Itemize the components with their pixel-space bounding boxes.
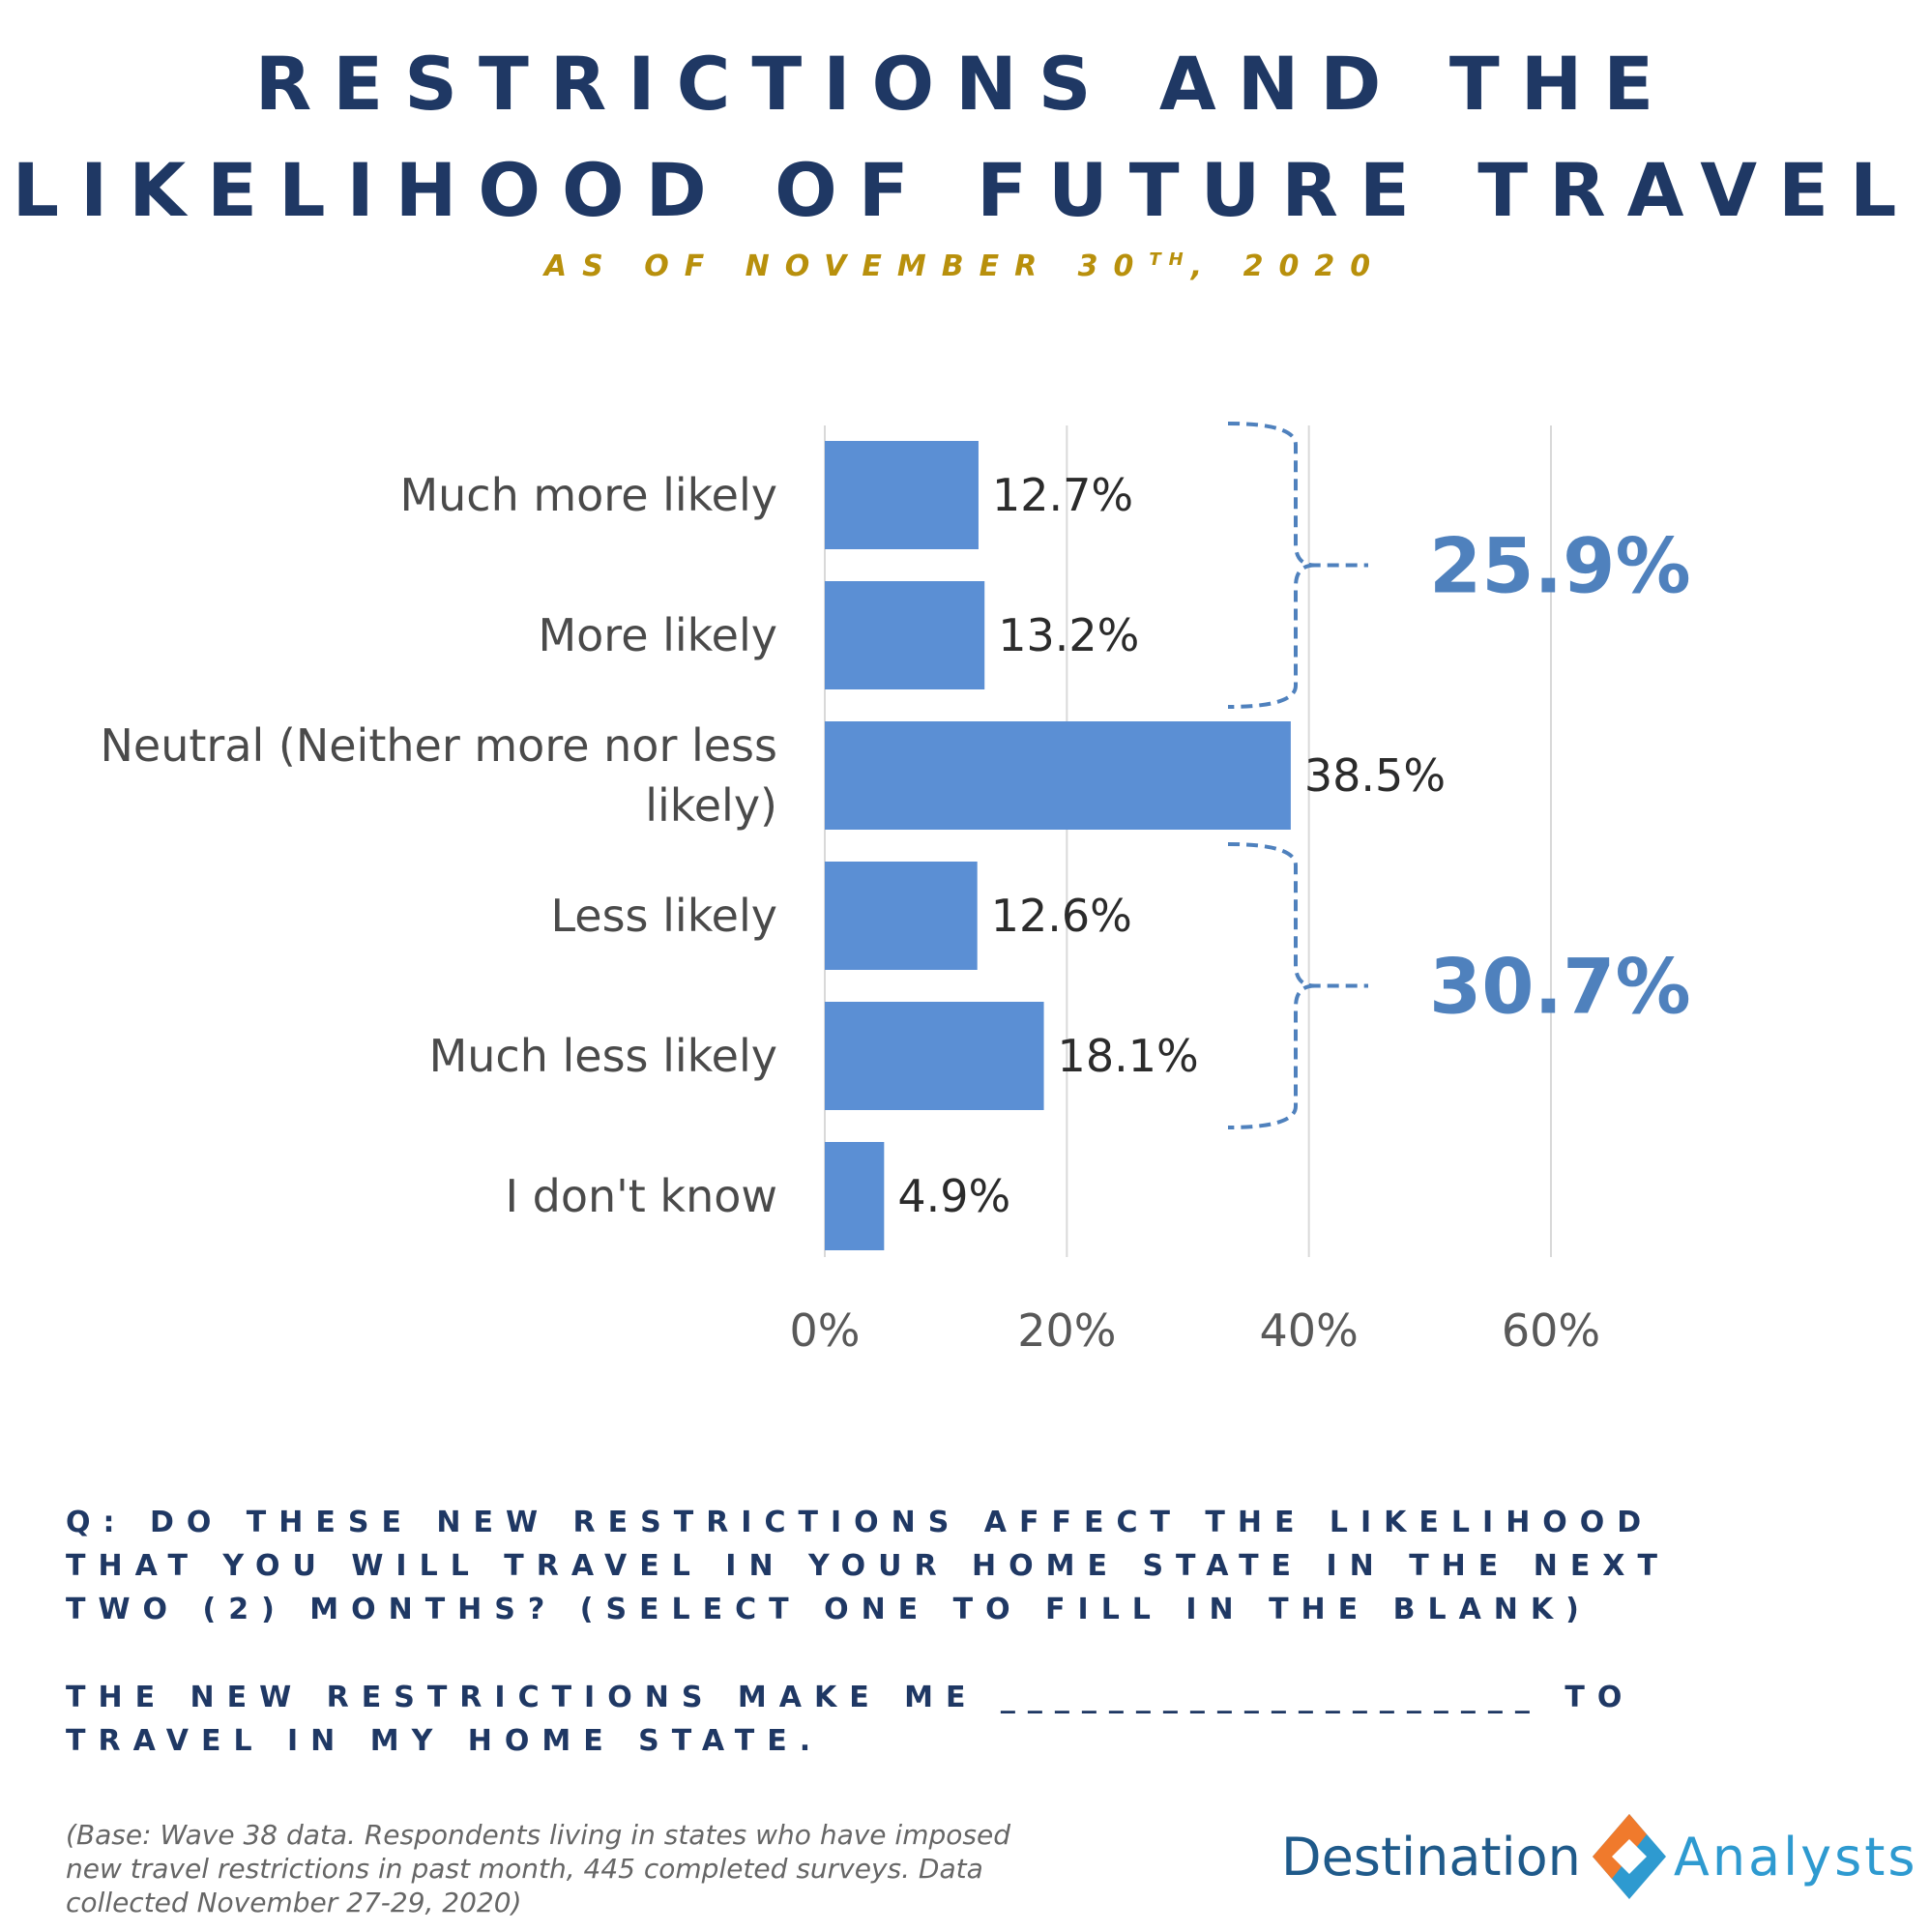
subtitle-sup: TH — [1149, 249, 1191, 270]
category-label: Much less likely — [429, 1030, 777, 1082]
category-label-line: Neutral (Neither more nor less — [101, 719, 778, 772]
category-label: Neutral (Neither more nor less likely) — [101, 719, 778, 832]
category-label: Much more likely — [399, 469, 777, 521]
bars — [825, 441, 1291, 1250]
value-label: 18.1% — [1058, 1030, 1199, 1082]
group-total-label: 30.7% — [1429, 945, 1691, 1032]
logo-word-destination: Destination — [1281, 1826, 1581, 1888]
logo-word-analysts: Analysts — [1673, 1826, 1918, 1888]
x-tick-label: 60% — [1502, 1304, 1600, 1357]
category-label-line: Much less likely — [429, 1030, 777, 1082]
survey-statement: THE NEW RESTRICTIONS MAKE ME ___________… — [66, 1681, 1635, 1758]
value-label: 13.2% — [998, 609, 1139, 661]
category-label-line: I don't know — [505, 1170, 777, 1222]
group-brace — [1227, 842, 1368, 1129]
category-label: More likely — [538, 609, 777, 661]
chart-title-line-1: RESTRICTIONS AND THE — [254, 41, 1676, 127]
category-label-line: Less likely — [550, 890, 777, 942]
diamond-logo-icon — [1592, 1814, 1666, 1899]
chart-subtitle: AS OF NOVEMBER 30TH, 2020 — [0, 249, 1930, 283]
survey-question: Q: DO THESE NEW RESTRICTIONS AFFECT THE … — [66, 1506, 1670, 1626]
category-labels: Much more likely More likely Neutral (Neit… — [101, 469, 778, 1222]
bar-chart: 12.7% 13.2% 38.5% 12.6% 18.1% 4.9% Much more … — [101, 422, 1691, 1357]
value-label: 12.7% — [992, 469, 1133, 521]
x-tick-label: 40% — [1260, 1304, 1359, 1357]
x-tick-label: 20% — [1017, 1304, 1116, 1357]
bar — [825, 581, 985, 689]
subtitle-end: , 2020 — [1190, 249, 1387, 283]
bar — [825, 721, 1291, 830]
group-total-label: 25.9% — [1429, 524, 1691, 611]
destination-analysts-logo: Destination Analysts — [1281, 1814, 1918, 1899]
category-label-line: likely) — [645, 779, 777, 832]
bar — [825, 862, 978, 970]
value-label: 38.5% — [1304, 749, 1446, 802]
group-brace — [1227, 422, 1368, 709]
x-tick-label: 0% — [790, 1304, 861, 1357]
value-labels: 12.7% 13.2% 38.5% 12.6% 18.1% 4.9% — [897, 469, 1446, 1222]
value-label: 4.9% — [897, 1170, 1010, 1222]
bar — [825, 1002, 1044, 1110]
subtitle-main: AS OF NOVEMBER 30 — [543, 249, 1150, 283]
base-footnote: (Base: Wave 38 data. Respondents living … — [66, 1819, 1010, 1918]
bar — [825, 1142, 885, 1250]
category-label: Less likely — [550, 890, 777, 942]
group-braces: 25.9% 30.7% — [1227, 422, 1691, 1129]
category-label-line: More likely — [538, 609, 777, 661]
value-label: 12.6% — [991, 890, 1132, 942]
category-label-line: Much more likely — [399, 469, 777, 521]
chart-title-line-2: LIKELIHOOD OF FUTURE TRAVEL — [12, 147, 1918, 233]
category-label: I don't know — [505, 1170, 777, 1222]
bar — [825, 441, 979, 549]
x-axis-tick-labels: 0% 20% 40% 60% — [790, 1304, 1601, 1357]
